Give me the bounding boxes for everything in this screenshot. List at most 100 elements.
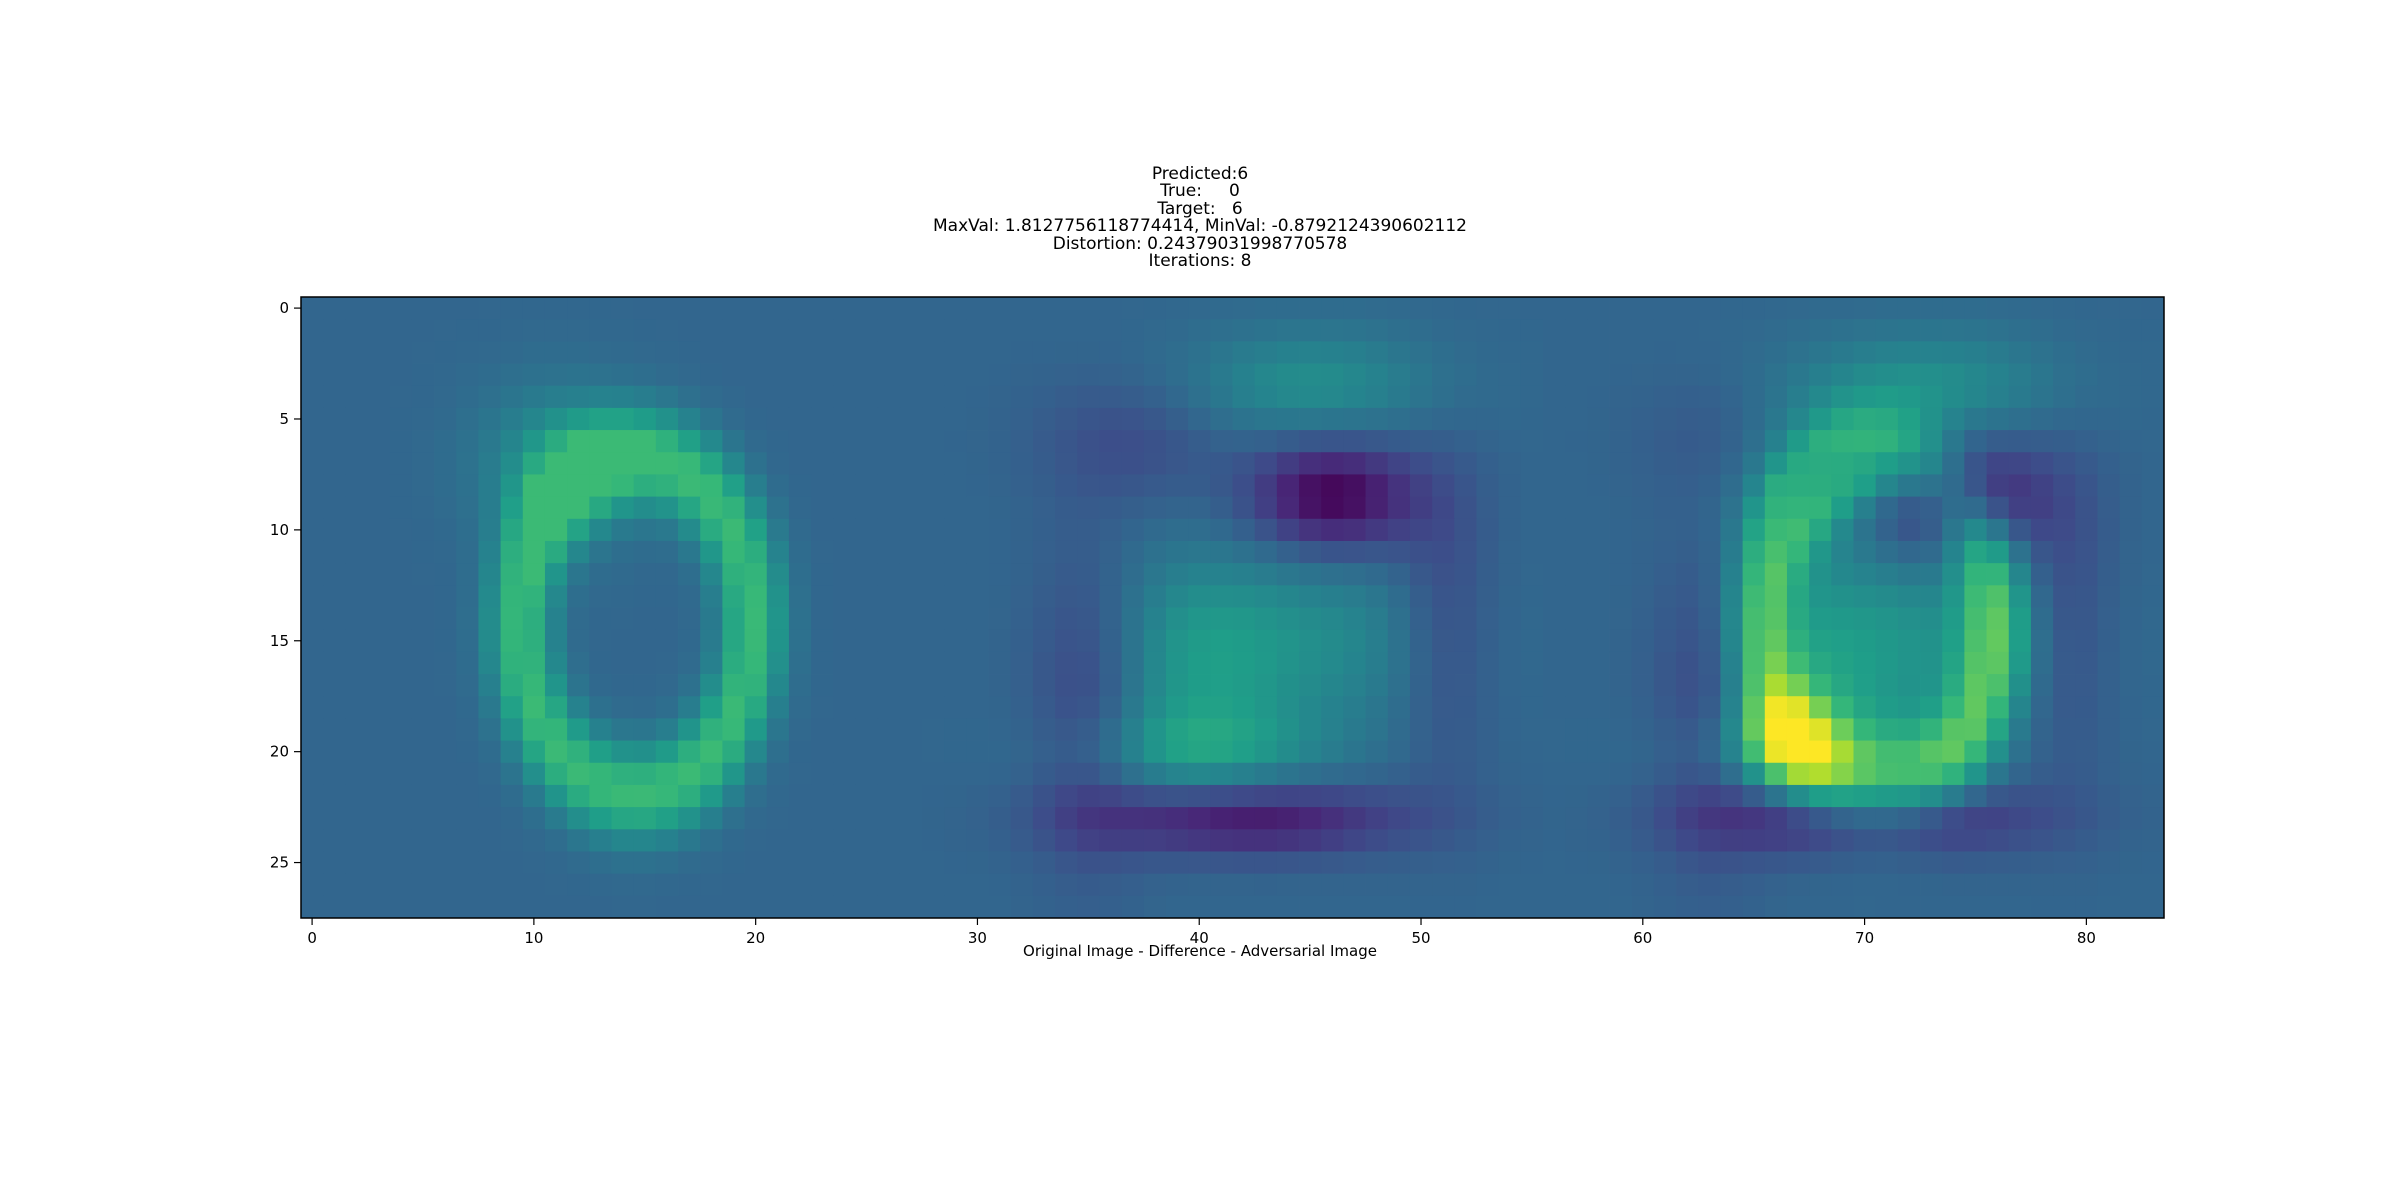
heatmap-cell: [2008, 629, 2032, 653]
heatmap-cell: [567, 607, 590, 631]
heatmap-cell: [1764, 563, 1788, 586]
heatmap-cell: [899, 762, 923, 786]
y-tick-label: 20: [270, 743, 289, 761]
heatmap-cell: [2119, 585, 2143, 608]
heatmap-cell: [1409, 607, 1433, 631]
heatmap-cell: [833, 496, 856, 520]
heatmap-cell: [1032, 829, 1056, 852]
heatmap-cell: [1232, 762, 1256, 786]
heatmap-cell: [1299, 718, 1322, 741]
heatmap-cell: [877, 651, 901, 675]
heatmap-cell: [323, 718, 346, 741]
heatmap-cell: [2119, 452, 2143, 475]
heatmap-cell: [1143, 563, 1167, 586]
heatmap-cell: [966, 407, 989, 431]
heatmap-cell: [899, 518, 923, 542]
heatmap-cell: [855, 474, 879, 498]
heatmap-cell: [389, 341, 413, 364]
heatmap-cell: [1764, 784, 1788, 808]
heatmap-cell: [389, 829, 413, 852]
heatmap-cell: [500, 430, 524, 453]
heatmap-cell: [1432, 518, 1455, 542]
heatmap-cell: [1387, 674, 1411, 697]
heatmap-cell: [655, 297, 679, 320]
heatmap-cell: [1831, 851, 1854, 875]
heatmap-cell: [1498, 319, 1522, 342]
heatmap-cell: [500, 385, 524, 409]
heatmap-cell: [944, 895, 967, 919]
heatmap-cell: [1853, 496, 1877, 520]
heatmap-cell: [1853, 563, 1877, 586]
heatmap-cell: [1099, 297, 1123, 320]
heatmap-cell: [611, 585, 635, 608]
heatmap-cell: [1432, 496, 1455, 520]
heatmap-cell: [589, 629, 612, 653]
heatmap-cell: [899, 784, 923, 808]
heatmap-cell: [788, 430, 812, 453]
heatmap-cell: [478, 496, 502, 520]
heatmap-cell: [655, 807, 679, 830]
heatmap-cell: [389, 762, 413, 786]
heatmap-cell: [1143, 496, 1167, 520]
heatmap-cell: [1676, 585, 1699, 608]
heatmap-cell: [1698, 540, 1721, 564]
heatmap-cell: [1653, 430, 1677, 453]
heatmap-cell: [1742, 762, 1766, 786]
heatmap-cell: [500, 563, 524, 586]
heatmap-cell: [2097, 430, 2121, 453]
heatmap-cell: [2030, 585, 2054, 608]
heatmap-cell: [544, 895, 568, 919]
heatmap-cell: [522, 629, 546, 653]
heatmap-cell: [1676, 873, 1699, 897]
heatmap-cell: [944, 807, 967, 830]
heatmap-cell: [966, 607, 989, 631]
heatmap-cell: [1897, 297, 1921, 320]
heatmap-cell: [833, 629, 856, 653]
heatmap-cell: [1099, 851, 1123, 875]
heatmap-cell: [456, 585, 479, 608]
heatmap-cell: [500, 651, 524, 675]
heatmap-cell: [855, 718, 879, 741]
heatmap-cell: [1254, 297, 1278, 320]
heatmap-cell: [456, 363, 479, 387]
heatmap-cell: [1232, 851, 1256, 875]
heatmap-cell: [1676, 452, 1699, 475]
heatmap-cell: [456, 784, 479, 808]
heatmap-cell: [988, 563, 1012, 586]
heatmap-cell: [1210, 540, 1233, 564]
heatmap-cell: [1099, 651, 1123, 675]
heatmap-cell: [1121, 674, 1145, 697]
heatmap-cell: [1831, 518, 1854, 542]
heatmap-cell: [1653, 563, 1677, 586]
heatmap-cell: [345, 696, 368, 719]
heatmap-cell: [1875, 563, 1899, 586]
heatmap-cell: [1321, 674, 1344, 697]
heatmap-cell: [1831, 297, 1854, 320]
heatmap-cell: [1986, 851, 2010, 875]
heatmap-cell: [655, 651, 679, 675]
heatmap-cell: [411, 319, 435, 342]
heatmap-cell: [1299, 385, 1322, 409]
heatmap-cell: [788, 718, 812, 741]
heatmap-cell: [1964, 563, 1987, 586]
heatmap-cell: [1520, 718, 1544, 741]
heatmap-cell: [1653, 474, 1677, 498]
heatmap-cell: [1165, 718, 1189, 741]
heatmap-cell: [1099, 585, 1123, 608]
heatmap-cell: [744, 341, 768, 364]
heatmap-cell: [389, 718, 413, 741]
heatmap-cell: [1543, 696, 1566, 719]
heatmap-cell: [1276, 740, 1300, 764]
heatmap-cell: [1587, 452, 1610, 475]
heatmap-cell: [1831, 430, 1854, 453]
heatmap-cell: [434, 651, 457, 675]
heatmap-cell: [1343, 496, 1366, 520]
heatmap-cell: [1143, 740, 1167, 764]
heatmap-cell: [1409, 474, 1433, 498]
heatmap-cell: [1809, 430, 1832, 453]
heatmap-cell: [1609, 740, 1633, 764]
heatmap-cell: [1565, 807, 1588, 830]
heatmap-cell: [478, 651, 502, 675]
heatmap-cell: [2030, 363, 2054, 387]
heatmap-cell: [678, 319, 701, 342]
